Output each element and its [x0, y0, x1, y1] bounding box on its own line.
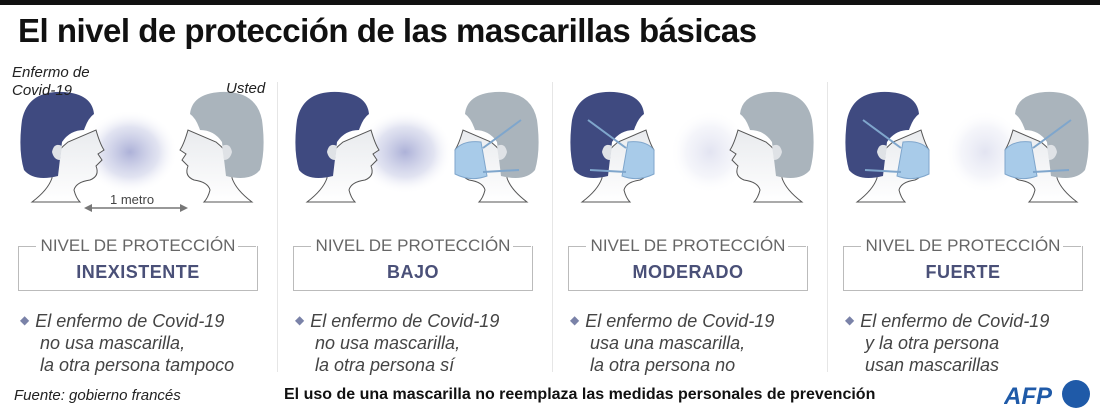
level-box	[568, 246, 808, 291]
illustration	[20, 91, 264, 212]
svg-text:AFP: AFP	[1004, 383, 1053, 410]
protection-level: MODERADO	[632, 262, 744, 282]
sick-person-head	[295, 91, 380, 203]
protection-level: INEXISTENTE	[76, 262, 200, 282]
description-line: no usa mascarilla,	[315, 333, 461, 353]
box-rule	[293, 246, 311, 247]
afp-logo: AFP	[1003, 379, 1094, 416]
protection-heading: NIVEL DE PROTECCIÓN	[865, 236, 1061, 255]
sick-person-head	[570, 91, 655, 203]
protection-heading: NIVEL DE PROTECCIÓN	[40, 236, 236, 255]
divider	[827, 82, 828, 372]
description-line: El enfermo de Covid-19	[860, 311, 1050, 331]
box-rule	[568, 246, 586, 247]
box-rule	[238, 246, 256, 247]
protection-level: FUERTE	[925, 262, 1001, 282]
description-line: no usa mascarilla,	[40, 333, 186, 353]
description-line: la otra persona tampoco	[40, 355, 235, 375]
illustration	[295, 91, 539, 203]
description-line: El enfermo de Covid-19	[585, 311, 775, 331]
level-box	[293, 246, 533, 291]
panel-fuerte: NIVEL DE PROTECCIÓN FUERTE ◆ El enfermo d…	[835, 62, 1100, 375]
label-you: Usted	[226, 80, 266, 97]
description-line: usa una mascarilla,	[590, 333, 746, 353]
description-line: El enfermo de Covid-19	[35, 311, 225, 331]
scenario-description: ◆ El enfermo de Covid-19 usa una mascaril…	[570, 309, 774, 376]
scenario-description: ◆ El enfermo de Covid-19 y la otra person…	[845, 309, 1049, 376]
label-sick-line: Covid-19	[12, 82, 73, 99]
description-line: la otra persona no	[590, 355, 736, 375]
level-box	[843, 246, 1083, 291]
divider	[552, 82, 553, 372]
protection-level: BAJO	[386, 262, 439, 282]
footnote: El uso de una mascarilla no reemplaza la…	[284, 386, 876, 403]
illustration	[570, 91, 814, 203]
box-rule	[513, 246, 531, 247]
source: Fuente: gobierno francés	[14, 387, 181, 404]
box-rule	[1063, 246, 1081, 247]
top-rule	[0, 0, 1100, 5]
droplet-cloud	[357, 110, 453, 194]
scenario-description: ◆ El enfermo de Covid-19 no usa mascarill…	[295, 309, 499, 376]
box-rule	[788, 246, 806, 247]
bullet-diamond-icon: ◆	[845, 313, 855, 327]
description-line: usan mascarillas	[865, 355, 1000, 375]
bullet-diamond-icon: ◆	[20, 313, 30, 327]
box-rule	[18, 246, 36, 247]
panel-inexistente: 1 metro NIVEL DE PROTECCIÓN INEXISTENTE …	[10, 62, 285, 375]
other-person-head	[179, 91, 264, 203]
protection-heading: NIVEL DE PROTECCIÓN	[315, 236, 511, 255]
level-box	[18, 246, 258, 291]
page-title: El nivel de protección de las mascarilla…	[18, 12, 757, 49]
description-line: y la otra persona	[865, 333, 1000, 353]
droplet-cloud	[82, 110, 178, 194]
distance-label: 1 metro	[110, 192, 155, 207]
box-rule	[843, 246, 861, 247]
illustration	[845, 91, 1089, 203]
other-person-head	[1004, 91, 1089, 203]
scenario-description: ◆ El enfermo de Covid-19 no usa mascarill…	[20, 309, 234, 376]
panel-moderado: NIVEL DE PROTECCIÓN MODERADO ◆ El enfermo…	[560, 62, 835, 375]
other-person-head	[454, 91, 539, 203]
divider	[277, 82, 278, 372]
other-person-head	[729, 91, 814, 203]
sick-person-head	[845, 91, 930, 203]
droplet-cloud	[670, 110, 750, 194]
description-line: El enfermo de Covid-19	[310, 311, 500, 331]
distance-arrow	[84, 204, 188, 212]
label-sick: Enfermo de Covid-19	[12, 64, 90, 100]
bullet-diamond-icon: ◆	[570, 313, 580, 327]
bullet-diamond-icon: ◆	[295, 313, 305, 327]
description-line: la otra persona sí	[315, 355, 455, 375]
protection-heading: NIVEL DE PROTECCIÓN	[590, 236, 786, 255]
sick-person-head	[20, 91, 105, 203]
label-sick-line: Enfermo de	[12, 64, 90, 81]
panel-bajo: NIVEL DE PROTECCIÓN BAJO ◆ El enfermo de …	[285, 62, 560, 375]
